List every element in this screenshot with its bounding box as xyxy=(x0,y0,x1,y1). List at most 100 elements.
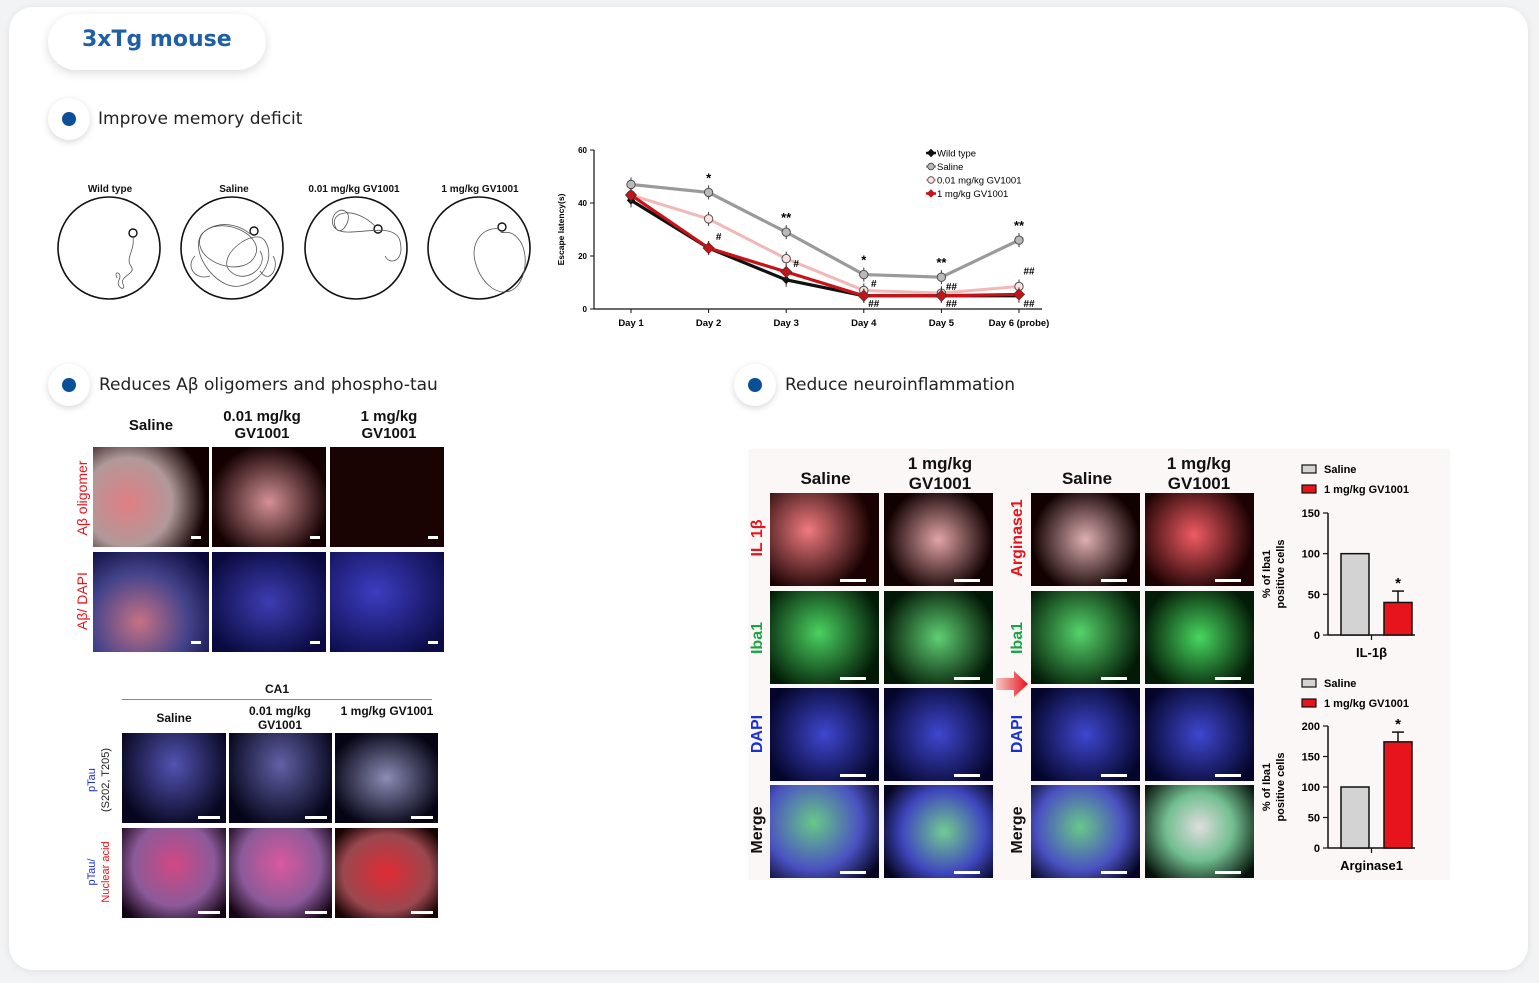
row-label: Aβ oligomer xyxy=(74,460,90,536)
maze-platform xyxy=(249,226,259,236)
col-label: 1 mg/kg GV1001 xyxy=(360,408,418,442)
legend-label: Saline xyxy=(937,162,963,173)
legend-label: 1 mg/kg GV1001 xyxy=(1324,698,1409,710)
micrograph xyxy=(1145,688,1254,781)
legend-marker xyxy=(926,189,936,198)
row-label: Iba1 xyxy=(749,622,766,655)
significance-label: * xyxy=(1395,575,1401,592)
maze-traces xyxy=(57,196,531,300)
swim-path xyxy=(115,236,134,289)
y-tick-label: 100 xyxy=(1302,549,1320,561)
y-axis-label: % of Iba1 xyxy=(1261,763,1273,811)
x-axis-label: IL-1β xyxy=(1356,645,1387,660)
legend-marker xyxy=(927,162,935,171)
data-point xyxy=(702,241,715,255)
legend-label: Wild type xyxy=(937,149,976,160)
data-point xyxy=(935,289,948,302)
significance-label: ** xyxy=(936,255,947,270)
escape-latency-chart: 0 20 40 60 Day 1 Day 2 Day 3 Day 4 Day 5 Day 6 (p… xyxy=(556,146,1049,329)
micrograph xyxy=(330,552,444,652)
series-line xyxy=(630,193,1020,298)
y-tick-label: 0 xyxy=(583,305,588,314)
col-label: Saline xyxy=(156,711,192,725)
swim-path xyxy=(190,224,276,287)
col-label: 0.01 mg/kg GV1001 xyxy=(223,408,301,442)
y-axis-label: positive cells xyxy=(1275,752,1287,821)
significance-label: ## xyxy=(868,299,880,310)
y-axis-label: Escape latency(s) xyxy=(556,193,566,265)
row-label: Arginase1 xyxy=(1009,499,1026,577)
maze-platform xyxy=(497,222,507,232)
page-title: 3xTg mouse xyxy=(82,27,232,52)
legend-label: 0.01 mg/kg GV1001 xyxy=(937,176,1022,187)
micrograph xyxy=(884,785,993,878)
data-point xyxy=(624,188,638,202)
col-label: 1 mg/kg GV1001 xyxy=(340,704,434,718)
micrograph xyxy=(770,493,879,586)
y-tick-label: 40 xyxy=(578,199,587,208)
micrograph xyxy=(884,591,993,684)
x-tick-label: Day 5 xyxy=(929,318,955,329)
maze-pool xyxy=(427,196,531,300)
row-label: Aβ/ DAPI xyxy=(74,572,90,630)
significance-label: * xyxy=(861,253,867,268)
legend-label: Saline xyxy=(1324,464,1356,476)
x-tick-label: Day 2 xyxy=(696,318,721,329)
legend-swatch xyxy=(1301,698,1317,708)
legend-marker xyxy=(926,148,936,158)
row-label: DAPI xyxy=(749,714,766,754)
data-point xyxy=(859,269,869,280)
y-tick-label: 150 xyxy=(1302,752,1320,764)
micrograph xyxy=(335,828,438,918)
section-label-memory: Improve memory deficit xyxy=(98,109,303,129)
significance-label: ** xyxy=(781,210,792,225)
y-tick-label: 100 xyxy=(1302,782,1320,794)
row-label: IL 1β xyxy=(749,519,766,557)
col-label: Saline xyxy=(800,469,851,488)
maze-platform xyxy=(373,224,383,234)
micrograph xyxy=(1031,591,1140,684)
legend-swatch xyxy=(1301,464,1317,474)
series-line xyxy=(630,193,1020,295)
maze-platform xyxy=(128,228,138,238)
col-label: 1 mg/kg GV1001 xyxy=(907,454,973,493)
bar xyxy=(1383,741,1413,849)
row-label: Nuclear acid xyxy=(100,841,112,903)
row-label: pTau/ xyxy=(86,858,98,886)
col-label: 1 mg/kg GV1001 xyxy=(1166,454,1232,493)
micrograph xyxy=(1145,493,1254,586)
micrograph xyxy=(212,447,326,547)
significance-label: ## xyxy=(946,299,958,310)
significance-label: * xyxy=(706,170,712,185)
section-label-inflam: Reduce neuroinflammation xyxy=(785,375,1016,395)
y-tick-label: 200 xyxy=(1302,721,1320,733)
data-point xyxy=(780,265,793,278)
series-line xyxy=(630,182,1020,279)
divider xyxy=(122,699,432,700)
row-label: Iba1 xyxy=(1009,622,1026,655)
region-label: CA1 xyxy=(264,682,289,696)
micrograph xyxy=(212,552,326,652)
y-tick-label: 0 xyxy=(1314,843,1320,855)
micrograph xyxy=(229,828,332,918)
swim-path xyxy=(331,209,402,262)
maze-pool xyxy=(57,196,161,300)
maze-pool xyxy=(180,196,284,300)
legend-label: Saline xyxy=(1324,678,1356,690)
il1b-bar-chart: Saline 1 mg/kg GV1001 0 50 100 150 % of Iba1 po… xyxy=(1261,464,1415,660)
y-tick-label: 50 xyxy=(1308,813,1320,825)
micrograph xyxy=(1031,785,1140,878)
maze-label: 1 mg/kg GV1001 xyxy=(441,184,519,195)
micrograph xyxy=(884,493,993,586)
micrograph xyxy=(1031,688,1140,781)
data-point xyxy=(626,179,636,190)
col-label: Saline xyxy=(128,417,174,434)
row-label: Merge xyxy=(749,806,766,854)
data-point xyxy=(781,275,791,285)
legend-label: 1 mg/kg GV1001 xyxy=(1324,484,1409,496)
y-axis-label: positive cells xyxy=(1275,539,1287,608)
micrograph xyxy=(122,828,226,918)
significance-label: ## xyxy=(1023,299,1035,310)
micrograph xyxy=(335,733,438,823)
data-point xyxy=(703,187,714,198)
